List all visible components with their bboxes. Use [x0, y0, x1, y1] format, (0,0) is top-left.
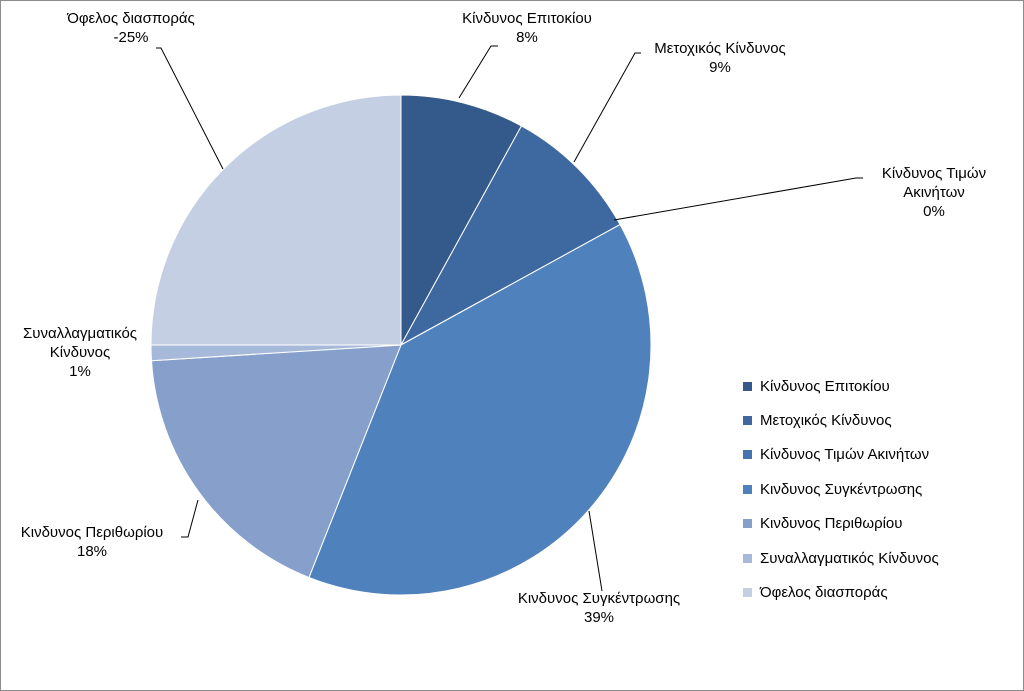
- legend-item: Όφελος διασποράς: [743, 575, 939, 609]
- label-name: Κινδυνος Συγκέντρωσης: [517, 590, 681, 607]
- legend-swatch: [743, 553, 752, 563]
- pie-slice: [150, 94, 402, 346]
- label-name: Όφελος διασποράς: [67, 10, 195, 27]
- data-label-fx-risk: Συναλλαγματικός Κίνδυνος 1%: [1, 324, 159, 381]
- label-value: 9%: [709, 59, 731, 76]
- legend-swatch: [743, 416, 752, 426]
- label-value: 39%: [583, 609, 615, 626]
- pie-slice: [399, 125, 621, 347]
- data-label-spread-risk: Κινδυνος Περιθωρίου 18%: [1, 523, 183, 561]
- label-value: 18%: [76, 543, 108, 560]
- legend-swatch: [743, 484, 752, 494]
- label-value: 0%: [923, 203, 945, 220]
- legend-item: Κινδυνος Περιθωρίου: [743, 507, 939, 541]
- pie-slice: [150, 344, 402, 579]
- data-label-diversification: Όφελος διασποράς -25%: [26, 9, 236, 47]
- label-value: 1%: [69, 363, 91, 380]
- label-name: Μετοχικός Κίνδυνος: [654, 40, 786, 57]
- legend-label: Κινδυνος Περιθωρίου: [760, 515, 903, 533]
- legend-swatch: [743, 450, 752, 460]
- leader-line: [573, 52, 641, 163]
- leader-line: [613, 177, 863, 221]
- label-name-line1: Συναλλαγματικός: [22, 325, 138, 342]
- label-name: Κίνδυνος Επιτοκίου: [462, 10, 592, 27]
- legend-label: Όφελος διασποράς: [760, 584, 888, 602]
- legend-item: Κινδυνος Συγκέντρωσης: [743, 472, 939, 506]
- data-label-property-risk: Κίνδυνος Τιμών Ακινήτων 0%: [834, 164, 1024, 221]
- legend: Κίνδυνος Επιτοκίου Μετοχικός Κίνδυνος Κί…: [743, 369, 939, 610]
- label-name-line1: Κίνδυνος Τιμών: [881, 165, 987, 182]
- legend-label: Κίνδυνος Επιτοκίου: [760, 377, 890, 395]
- legend-label: Κίνδυνος Τιμών Ακινήτων: [760, 446, 930, 464]
- leader-line: [181, 499, 199, 538]
- label-name-line2: Ακινήτων: [903, 184, 965, 201]
- legend-swatch: [743, 381, 752, 391]
- data-label-interest-rate-risk: Κίνδυνος Επιτοκίου 8%: [412, 9, 642, 47]
- pie-slice: [308, 223, 652, 596]
- legend-label: Κινδυνος Συγκέντρωσης: [760, 480, 923, 498]
- legend-label: Μετοχικός Κίνδυνος: [760, 412, 892, 430]
- label-value: -25%: [113, 29, 149, 46]
- legend-swatch: [743, 588, 752, 598]
- label-name-line2: Κίνδυνος: [49, 344, 111, 361]
- legend-label: Συναλλαγματικός Κίνδυνος: [760, 549, 939, 567]
- legend-item: Κίνδυνος Επιτοκίου: [743, 369, 939, 403]
- label-name: Κινδυνος Περιθωρίου: [20, 524, 164, 541]
- data-label-equity-risk: Μετοχικός Κίνδυνος 9%: [605, 39, 835, 77]
- label-value: 8%: [516, 29, 538, 46]
- leader-line: [156, 47, 224, 170]
- legend-item: Κίνδυνος Τιμών Ακινήτων: [743, 438, 939, 472]
- leader-line: [458, 45, 498, 99]
- leader-line: [588, 510, 603, 592]
- legend-item: Συναλλαγματικός Κίνδυνος: [743, 541, 939, 575]
- legend-item: Μετοχικός Κίνδυνος: [743, 403, 939, 437]
- data-label-concentration-risk: Κινδυνος Συγκέντρωσης 39%: [484, 589, 714, 627]
- legend-swatch: [743, 519, 752, 529]
- pie-slice: [400, 94, 523, 346]
